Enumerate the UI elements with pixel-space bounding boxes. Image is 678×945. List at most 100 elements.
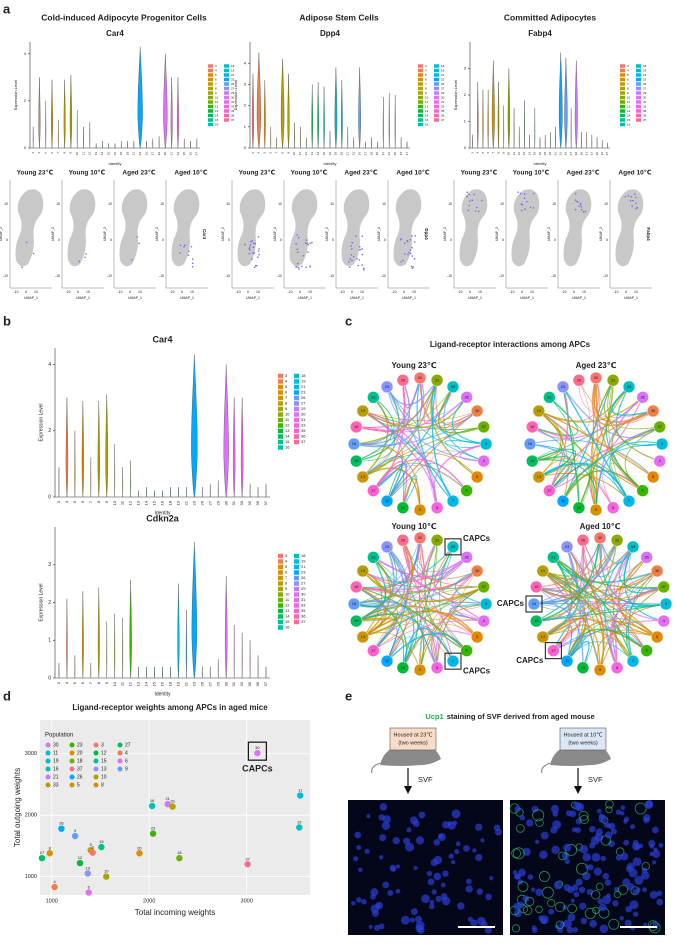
x-tick-label: 35 bbox=[247, 500, 252, 505]
violin bbox=[177, 583, 180, 679]
node-label: 19 bbox=[361, 568, 366, 573]
legend-label: 10 bbox=[285, 412, 290, 417]
nucleus bbox=[579, 902, 587, 910]
nucleus bbox=[626, 883, 635, 891]
umap-tick-label: 10 bbox=[360, 290, 364, 294]
legend-label: 23 bbox=[643, 77, 647, 81]
node bbox=[646, 404, 660, 418]
condition-label: Young 10℃ bbox=[291, 169, 328, 177]
violin bbox=[81, 400, 84, 498]
legend-label: 4 bbox=[425, 68, 427, 72]
node-label: 9 bbox=[595, 507, 598, 512]
node-label: 5 bbox=[476, 634, 479, 639]
legend-swatch bbox=[278, 384, 283, 390]
node-label: 6 bbox=[642, 488, 645, 493]
panel-label: d bbox=[3, 688, 11, 703]
node-label: 21 bbox=[547, 394, 552, 399]
nucleus bbox=[426, 870, 433, 877]
y-tick-label: 3000 bbox=[25, 751, 37, 757]
edge bbox=[542, 570, 658, 638]
x-tick-label: 14 bbox=[527, 152, 531, 156]
chart-title: Car4 bbox=[152, 334, 172, 344]
umap-tick-label: 10 bbox=[478, 290, 482, 294]
umap-axis-label: UMAP_2 bbox=[599, 227, 603, 241]
legend-label: 21 bbox=[301, 384, 306, 389]
nucleus bbox=[366, 814, 371, 819]
point-label: 16 bbox=[150, 798, 155, 803]
umap-dot bbox=[635, 196, 637, 199]
violin bbox=[358, 67, 361, 149]
legend-swatch bbox=[418, 91, 423, 95]
violin bbox=[256, 52, 261, 149]
node-label: 18 bbox=[354, 424, 359, 429]
x-tick-label: 13 bbox=[94, 152, 98, 156]
violin bbox=[341, 80, 343, 149]
legend-swatch bbox=[278, 439, 283, 445]
edge bbox=[386, 636, 412, 668]
nucleus bbox=[361, 899, 367, 905]
umap-dot bbox=[350, 245, 352, 247]
node bbox=[636, 484, 649, 497]
x-tick-label: 16 bbox=[538, 152, 542, 156]
x-tick-label: 23 bbox=[191, 681, 196, 686]
node-label: 21 bbox=[371, 554, 376, 559]
ucp1-signal bbox=[554, 901, 566, 913]
node-label: 31 bbox=[611, 377, 616, 382]
x-tick-label: 9 bbox=[104, 500, 109, 503]
node bbox=[655, 437, 669, 451]
umap-tick-label: -10 bbox=[329, 274, 334, 278]
ucp1-signal bbox=[595, 882, 604, 891]
nucleus bbox=[593, 867, 602, 876]
umap-dot bbox=[579, 202, 582, 205]
edge bbox=[549, 397, 644, 492]
umap-dot bbox=[305, 239, 307, 241]
legend-label: 3 bbox=[101, 742, 104, 748]
legend-label: 3 bbox=[285, 373, 288, 378]
x-tick-label: 31 bbox=[231, 681, 236, 686]
legend-swatch bbox=[294, 401, 299, 406]
nucleus bbox=[427, 878, 435, 886]
nucleus bbox=[656, 890, 663, 897]
umap-tick-label: 0 bbox=[332, 238, 334, 242]
legend-swatch bbox=[278, 445, 283, 450]
legend-label: 11 bbox=[285, 417, 290, 422]
x-tick-label: 37 bbox=[405, 152, 409, 156]
legend-label: 29 bbox=[301, 406, 306, 411]
edge bbox=[595, 441, 663, 511]
nucleus bbox=[413, 865, 418, 871]
edge bbox=[618, 556, 658, 638]
nucleus bbox=[514, 873, 522, 880]
umap-tick-label: 0 bbox=[110, 238, 112, 242]
legend-label: 15 bbox=[425, 118, 429, 122]
umap-dot bbox=[257, 236, 260, 238]
nucleus bbox=[441, 896, 451, 906]
x-tick-label: 26 bbox=[199, 500, 204, 505]
x-tick-label: 16 bbox=[160, 681, 165, 686]
edge bbox=[566, 540, 584, 583]
node-label: 26 bbox=[401, 537, 406, 542]
legend-marker bbox=[69, 750, 75, 756]
edge bbox=[450, 611, 484, 638]
umap-dot bbox=[305, 266, 307, 269]
umap-tick-label: 10 bbox=[34, 290, 38, 294]
network-label: Young 23℃ bbox=[391, 361, 436, 370]
x-tick-label: 18 bbox=[168, 681, 173, 686]
condition-label: Young 23℃ bbox=[239, 169, 276, 177]
nucleus bbox=[375, 903, 381, 909]
violin bbox=[177, 77, 179, 149]
node-label: 31 bbox=[615, 537, 620, 542]
point-label: 12 bbox=[78, 855, 83, 860]
legend-swatch bbox=[418, 64, 423, 68]
point-label: 20 bbox=[137, 845, 142, 850]
nucleus bbox=[598, 903, 607, 912]
legend-label: 13 bbox=[101, 766, 107, 772]
legend-label: 37 bbox=[231, 118, 235, 122]
legend-swatch bbox=[294, 434, 299, 439]
x-tick-label: 29 bbox=[215, 500, 220, 505]
node-label: 16 bbox=[352, 601, 357, 606]
edge bbox=[362, 570, 485, 603]
nucleus bbox=[584, 864, 590, 869]
violin bbox=[114, 613, 116, 679]
legend-swatch bbox=[434, 82, 439, 86]
legend-swatch bbox=[620, 77, 625, 82]
